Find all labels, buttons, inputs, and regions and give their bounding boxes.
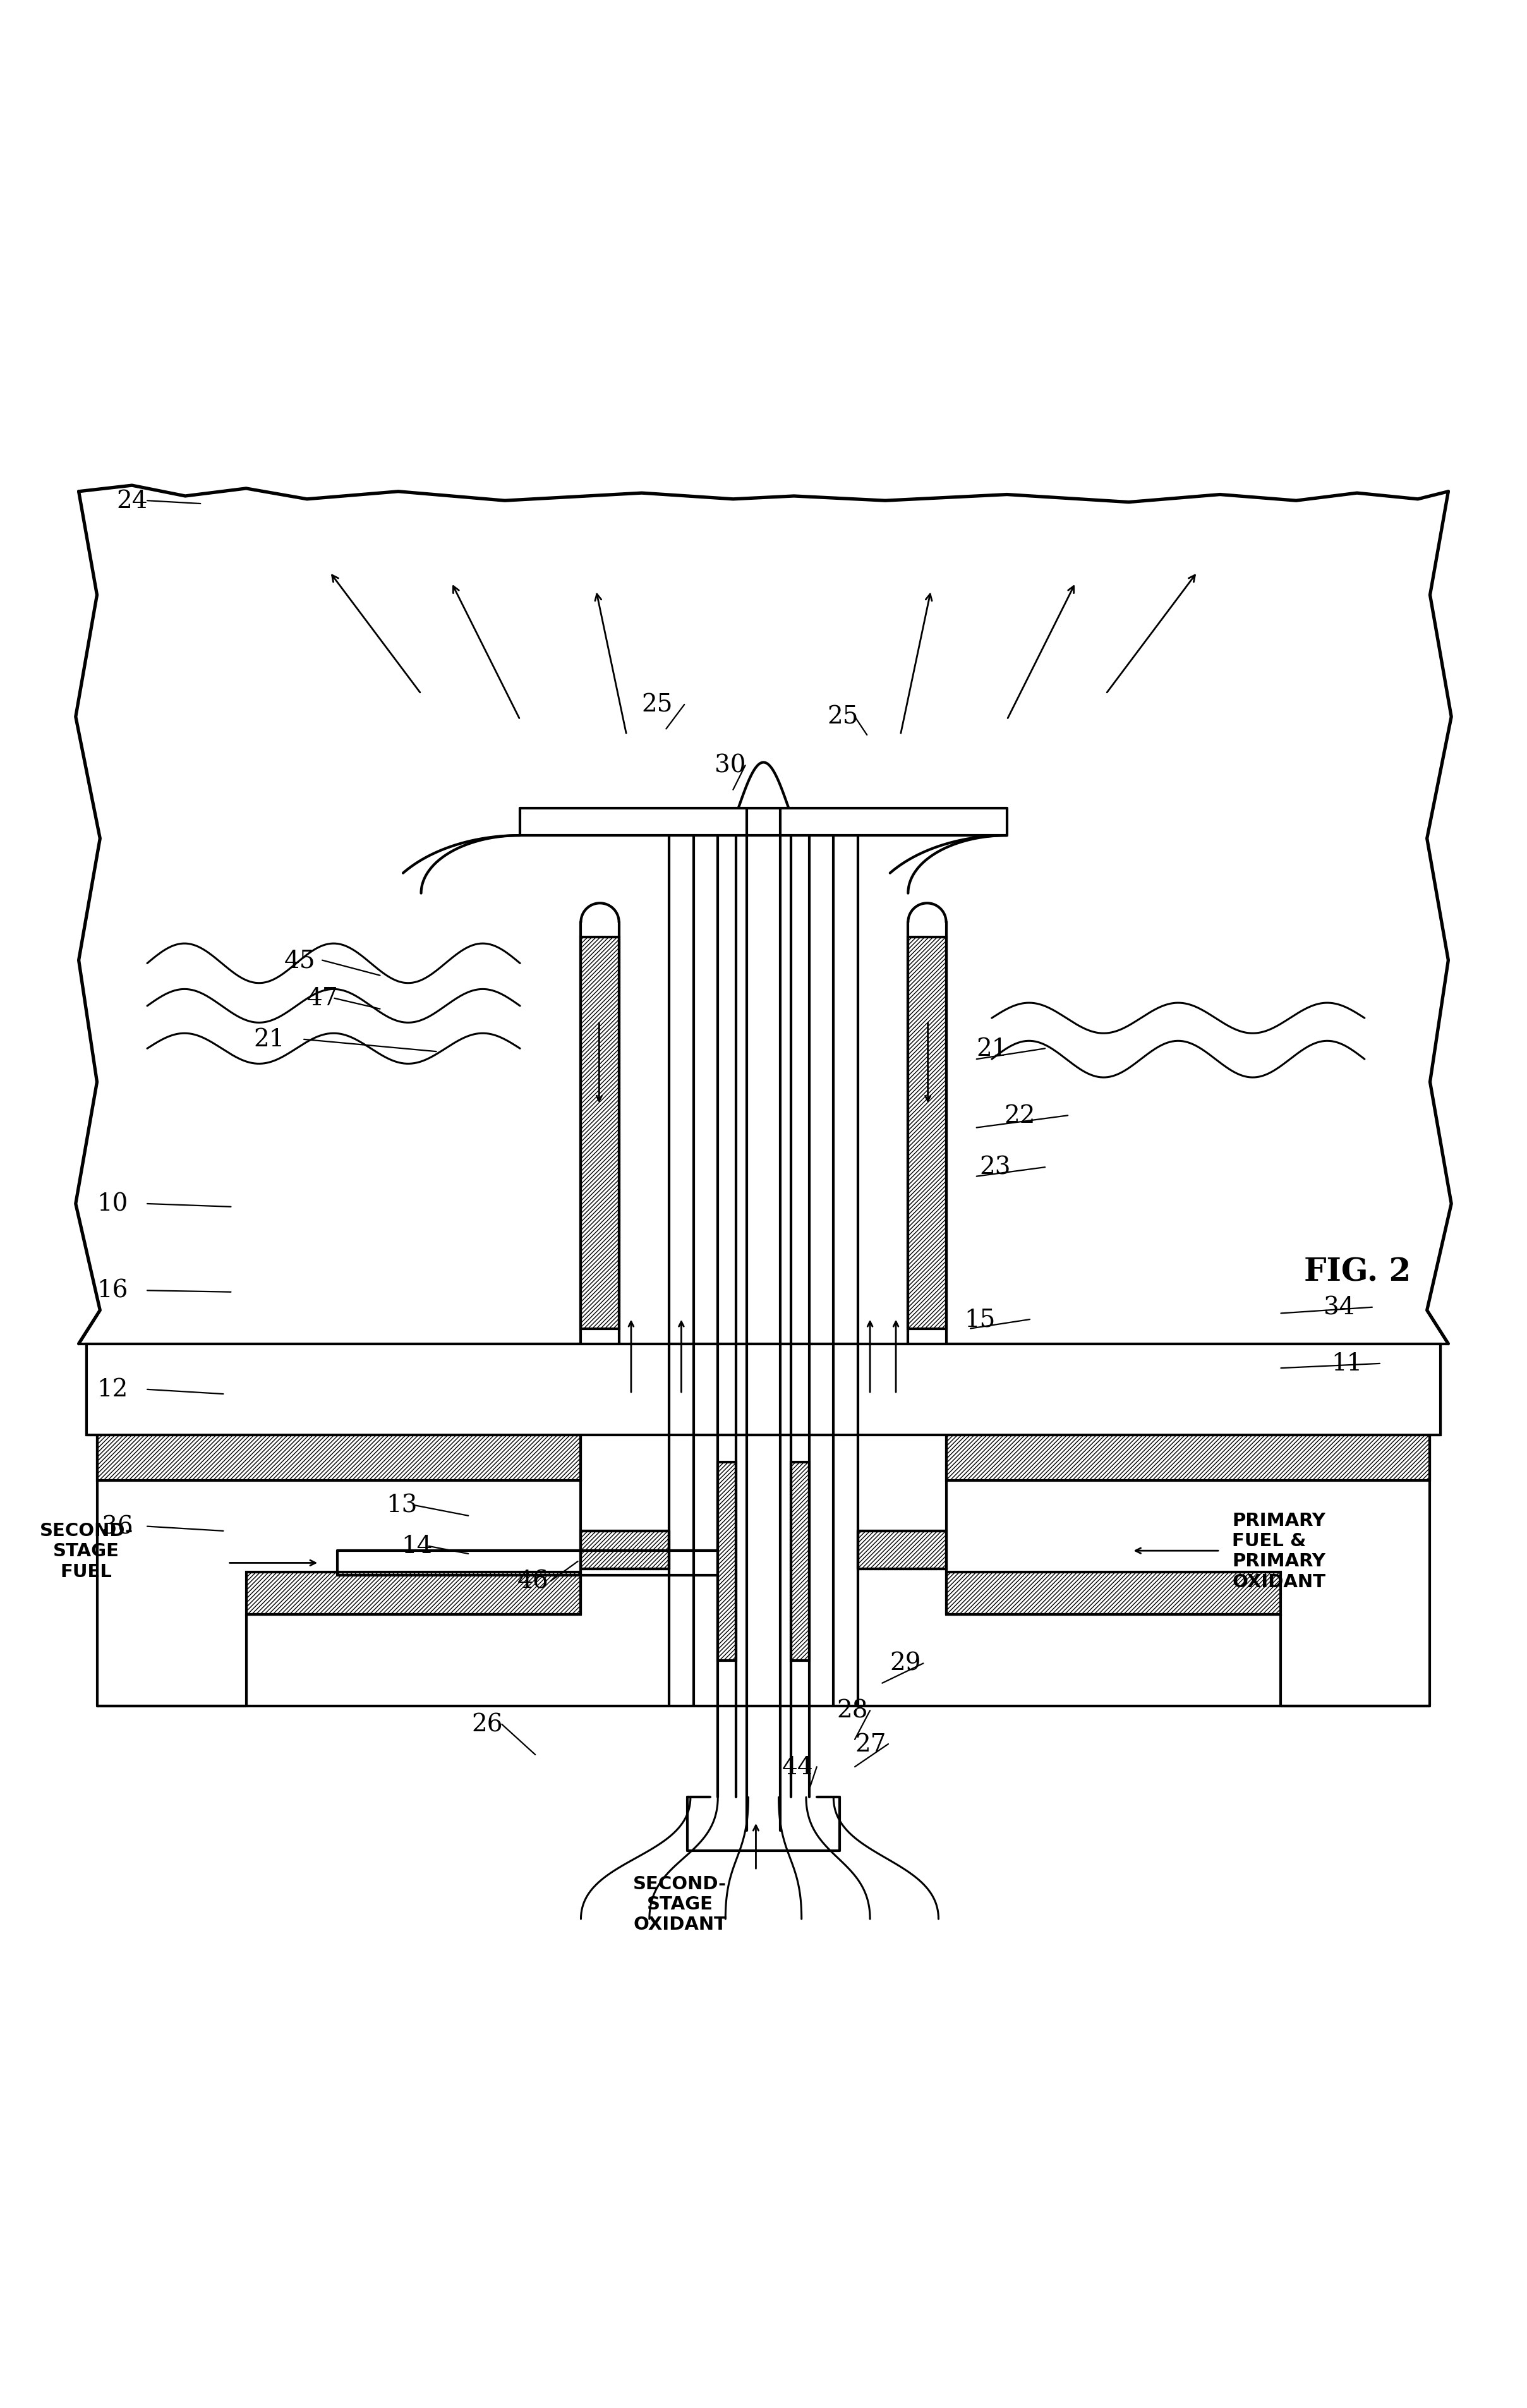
Bar: [947, 1344, 1440, 1435]
Text: 28: 28: [837, 1700, 867, 1722]
Text: 25: 25: [641, 694, 673, 718]
Text: 21: 21: [977, 1038, 1008, 1060]
Text: FIG. 2: FIG. 2: [1304, 1257, 1411, 1288]
Text: PRIMARY
FUEL &
PRIMARY
OXIDANT: PRIMARY FUEL & PRIMARY OXIDANT: [1232, 1512, 1325, 1589]
Text: 24: 24: [116, 489, 148, 513]
Text: 27: 27: [855, 1731, 886, 1755]
Bar: [87, 1344, 580, 1435]
Text: 29: 29: [890, 1652, 921, 1676]
Bar: [947, 1344, 1440, 1435]
Bar: [909, 937, 947, 1329]
Text: 13: 13: [386, 1493, 417, 1517]
Bar: [791, 1462, 809, 1662]
Bar: [718, 1462, 736, 1662]
Bar: [87, 1344, 580, 1435]
Text: 26: 26: [472, 1712, 502, 1736]
Bar: [834, 1344, 858, 1421]
Bar: [669, 1344, 693, 1421]
Bar: [669, 1344, 693, 1421]
Bar: [87, 1344, 1440, 1435]
Text: 21: 21: [253, 1028, 286, 1052]
Text: 23: 23: [980, 1156, 1011, 1180]
Bar: [580, 937, 618, 1329]
Bar: [909, 937, 947, 1329]
Bar: [246, 1572, 580, 1616]
Bar: [693, 1344, 834, 1435]
Bar: [246, 1572, 580, 1616]
Bar: [834, 1344, 858, 1421]
Text: 14: 14: [402, 1534, 432, 1558]
Bar: [947, 1435, 1429, 1481]
Text: 36: 36: [101, 1515, 133, 1539]
Text: 10: 10: [98, 1192, 128, 1216]
Text: SECOND-
STAGE
OXIDANT: SECOND- STAGE OXIDANT: [634, 1873, 727, 1934]
Text: 46: 46: [518, 1570, 548, 1594]
Text: 34: 34: [1324, 1296, 1354, 1320]
Text: 15: 15: [965, 1308, 996, 1332]
Bar: [947, 1572, 1281, 1616]
Bar: [718, 1462, 736, 1662]
Text: 25: 25: [828, 706, 858, 730]
Text: SECOND-
STAGE
FUEL: SECOND- STAGE FUEL: [40, 1522, 133, 1580]
Bar: [580, 1531, 669, 1570]
Text: 11: 11: [1332, 1351, 1362, 1375]
Bar: [947, 1572, 1281, 1616]
Bar: [580, 1531, 669, 1570]
Text: 30: 30: [715, 754, 747, 778]
Bar: [580, 937, 618, 1329]
Text: 12: 12: [98, 1377, 128, 1401]
Bar: [693, 1344, 834, 1435]
Bar: [791, 1462, 809, 1662]
Bar: [858, 1531, 947, 1570]
Text: 47: 47: [307, 987, 339, 1011]
Bar: [98, 1435, 580, 1481]
Text: 45: 45: [284, 949, 316, 973]
Text: 16: 16: [98, 1279, 128, 1303]
Text: 44: 44: [782, 1755, 814, 1780]
Bar: [947, 1435, 1429, 1481]
Bar: [858, 1531, 947, 1570]
Bar: [98, 1435, 580, 1481]
Text: 22: 22: [1003, 1103, 1035, 1127]
